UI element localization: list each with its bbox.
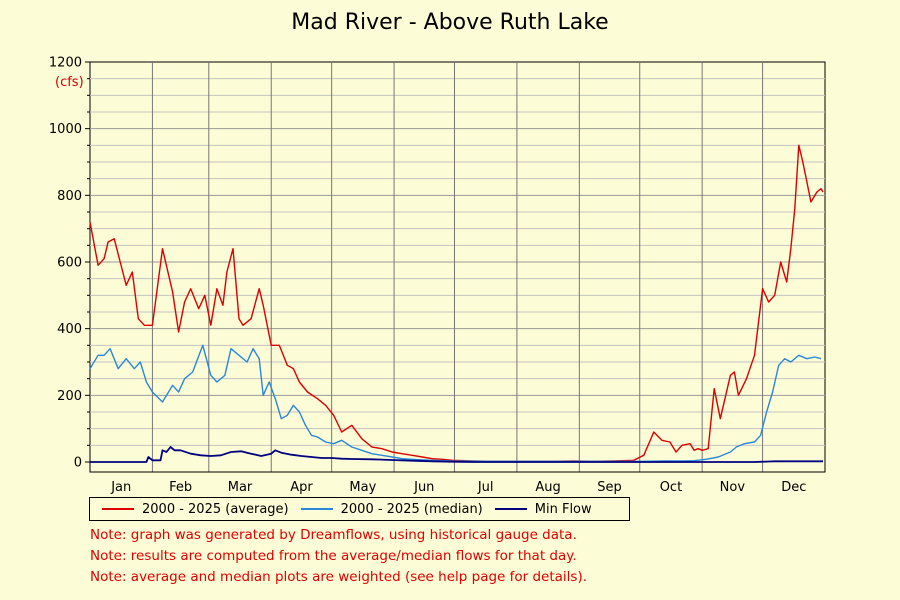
- legend-swatch-average: [102, 508, 134, 510]
- x-tick-label: Dec: [781, 480, 806, 495]
- legend-item-average: 2000 - 2025 (average): [90, 502, 289, 517]
- grid-lines: [90, 62, 825, 473]
- legend-label-average: 2000 - 2025 (average): [142, 501, 289, 517]
- y-tick-label: 200: [57, 389, 82, 404]
- series-lines: [89, 144, 824, 463]
- legend-item-min-flow: Min Flow: [483, 502, 592, 517]
- series-line-min: [90, 446, 823, 463]
- x-tick-label: Jan: [110, 480, 131, 495]
- x-tick-label: Oct: [660, 480, 682, 495]
- y-tick-label: 1200: [49, 56, 82, 71]
- legend-label-median: 2000 - 2025 (median): [340, 501, 483, 517]
- legend-swatch-min-flow: [494, 508, 527, 510]
- note-line-1: Note: graph was generated by Dreamflows,…: [90, 527, 577, 543]
- chart-title: Mad River - Above Ruth Lake: [291, 10, 609, 35]
- y-tick-label: 1000: [49, 122, 82, 137]
- x-tick-label: Nov: [720, 480, 746, 495]
- x-tick-label: Jun: [413, 480, 434, 495]
- x-tick-label: May: [349, 480, 376, 495]
- note-line-2: Note: results are computed from the aver…: [90, 548, 577, 564]
- notes: Note: graph was generated by Dreamflows,…: [90, 525, 587, 588]
- note-line-3: Note: average and median plots are weigh…: [90, 569, 588, 585]
- x-tick-label: Aug: [535, 480, 560, 495]
- y-tick-label: 800: [57, 189, 82, 204]
- x-tick-label: Apr: [290, 480, 313, 495]
- y-axis-unit-label: (cfs): [55, 75, 84, 90]
- series-line-median: [89, 344, 822, 462]
- legend-label-min-flow: Min Flow: [534, 501, 592, 517]
- x-tick-label: Sep: [597, 480, 622, 495]
- x-tick-label: Mar: [228, 480, 253, 495]
- x-axis-ticks: Jan Feb Mar Apr May Jun Jul Aug Sep Oct Nov Dec: [110, 480, 806, 495]
- y-tick-label: 0: [74, 456, 82, 471]
- x-tick-label: Jul: [477, 480, 494, 495]
- legend-item-median: 2000 - 2025 (median): [289, 502, 483, 517]
- y-tick-label: 600: [57, 256, 82, 271]
- y-tick-label: 400: [57, 322, 82, 337]
- plot-area: [89, 61, 826, 473]
- series-line-average: [89, 144, 824, 462]
- legend-swatch-median: [300, 508, 333, 510]
- y-axis-ticks: 0 200 400 600 800 1000 1200: [49, 56, 90, 471]
- x-tick-label: Feb: [169, 480, 192, 495]
- legend: 2000 - 2025 (average) 2000 - 2025 (media…: [89, 497, 630, 521]
